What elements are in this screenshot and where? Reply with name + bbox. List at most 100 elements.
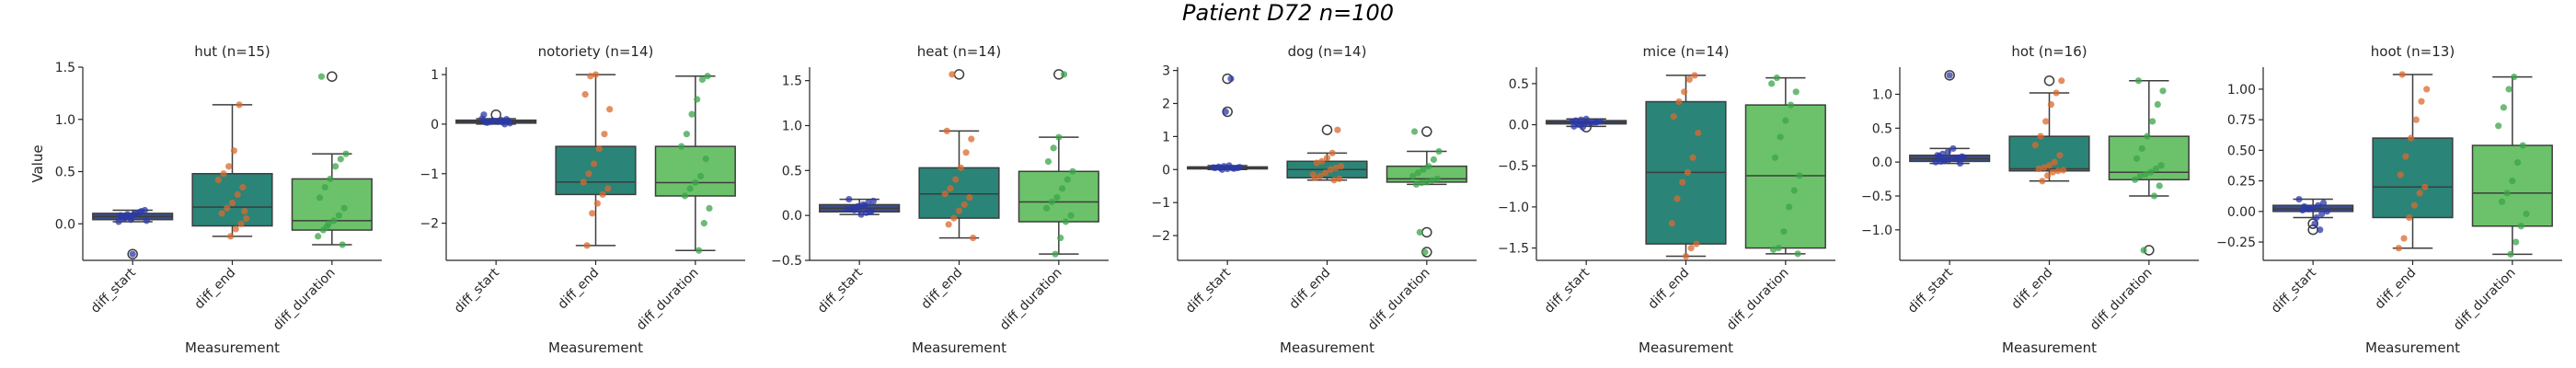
data-point bbox=[589, 210, 596, 217]
x-axis-label: Measurement bbox=[185, 339, 280, 356]
data-point bbox=[1790, 187, 1798, 194]
data-point bbox=[606, 106, 614, 113]
data-point bbox=[1334, 126, 1341, 133]
box-diff_duration bbox=[1386, 126, 1467, 258]
data-point bbox=[2495, 122, 2502, 130]
data-point bbox=[2313, 213, 2320, 222]
data-point bbox=[2156, 182, 2163, 190]
data-point bbox=[1421, 248, 1429, 256]
data-point bbox=[2519, 142, 2526, 149]
box-diff_start bbox=[1187, 73, 1269, 171]
data-point bbox=[218, 210, 225, 217]
data-point bbox=[706, 204, 713, 213]
data-point bbox=[1940, 157, 1949, 165]
data-point bbox=[1212, 164, 1219, 172]
panel-title: dog (n=14) bbox=[1288, 43, 1367, 60]
data-point bbox=[1317, 172, 1324, 180]
data-point bbox=[123, 211, 132, 218]
data-point bbox=[692, 178, 699, 187]
y-tick-label: −0.5 bbox=[1498, 159, 1529, 174]
data-point bbox=[2509, 178, 2516, 185]
data-point bbox=[337, 155, 344, 163]
x-axis-label: Measurement bbox=[2365, 339, 2460, 356]
y-tick-label: −1.0 bbox=[1498, 201, 1529, 215]
data-point bbox=[230, 147, 237, 155]
data-point bbox=[581, 91, 589, 98]
y-tick-label: 1.0 bbox=[55, 113, 75, 128]
data-point bbox=[243, 214, 250, 223]
data-point bbox=[1328, 149, 1336, 156]
y-axis-label: Value bbox=[29, 144, 46, 182]
x-axis-label: Measurement bbox=[548, 339, 643, 356]
data-point bbox=[2159, 87, 2167, 95]
box-iqr bbox=[555, 145, 637, 196]
x-tick-label: diff_end bbox=[2009, 266, 2056, 313]
data-point bbox=[949, 71, 956, 78]
y-tick-label: 1.5 bbox=[782, 75, 802, 89]
x-tick-label: diff_end bbox=[1646, 266, 1693, 313]
panel-title: hot (n=16) bbox=[2011, 43, 2087, 60]
data-point bbox=[595, 145, 603, 153]
y-tick-label: −1.0 bbox=[1861, 224, 1892, 238]
data-point bbox=[2058, 77, 2065, 85]
data-point bbox=[2400, 235, 2408, 242]
panel-3: dog (n=14) −2 −1 0 1 2 3 diff_start diff_end diff… bbox=[1151, 43, 1477, 356]
data-point bbox=[2398, 71, 2406, 78]
data-point bbox=[1946, 72, 1953, 79]
panel-title: mice (n=14) bbox=[1643, 43, 1730, 60]
data-point bbox=[1236, 164, 1244, 171]
data-point bbox=[1689, 154, 1696, 161]
data-point bbox=[2311, 220, 2318, 227]
box-diff_end bbox=[2372, 74, 2454, 249]
data-point bbox=[1955, 155, 1962, 163]
data-point bbox=[2397, 171, 2404, 178]
y-tick-label: 1.0 bbox=[782, 119, 802, 133]
data-point bbox=[1593, 119, 1601, 126]
y-tick-label: 2 bbox=[1162, 97, 1170, 111]
data-point bbox=[1794, 250, 1801, 258]
x-axis-label: Measurement bbox=[1639, 339, 1733, 356]
data-point bbox=[866, 208, 874, 215]
data-point bbox=[2138, 144, 2145, 153]
data-point bbox=[2045, 162, 2053, 169]
data-point bbox=[1936, 152, 1943, 160]
data-point bbox=[1574, 121, 1581, 128]
data-point bbox=[220, 170, 227, 178]
data-point bbox=[857, 211, 865, 218]
data-point bbox=[225, 163, 233, 170]
data-point bbox=[945, 221, 952, 228]
data-point bbox=[2406, 213, 2413, 222]
data-point bbox=[694, 96, 701, 103]
x-tick-label: diff_start bbox=[2269, 265, 2320, 316]
data-point bbox=[2053, 89, 2060, 97]
data-point bbox=[2149, 118, 2156, 125]
data-point bbox=[327, 175, 334, 183]
data-point bbox=[489, 117, 496, 124]
data-point bbox=[237, 220, 245, 227]
data-point bbox=[1949, 144, 1957, 153]
box-diff_end bbox=[1645, 75, 1727, 258]
flier-point bbox=[127, 248, 138, 259]
data-point bbox=[2044, 172, 2052, 179]
data-point bbox=[700, 220, 707, 227]
y-tick-label: 3 bbox=[1162, 64, 1170, 79]
data-point bbox=[1430, 155, 1438, 164]
data-point bbox=[1225, 162, 1233, 169]
data-point bbox=[2423, 86, 2431, 93]
data-point bbox=[1313, 159, 1320, 167]
data-point bbox=[1780, 228, 1788, 236]
data-point bbox=[592, 71, 600, 78]
data-point bbox=[1338, 163, 1345, 170]
y-tick-label: 0.0 bbox=[1509, 119, 1529, 133]
data-point bbox=[1792, 88, 1800, 96]
data-point bbox=[1769, 246, 1777, 253]
x-axis-label: Measurement bbox=[2002, 339, 2097, 356]
data-point bbox=[138, 208, 145, 215]
data-point bbox=[599, 190, 606, 198]
data-point bbox=[2301, 202, 2308, 211]
data-point bbox=[1685, 75, 1693, 84]
flier-point bbox=[327, 71, 338, 82]
data-point bbox=[1960, 154, 1967, 161]
data-point bbox=[1216, 165, 1225, 172]
data-point bbox=[227, 233, 235, 240]
